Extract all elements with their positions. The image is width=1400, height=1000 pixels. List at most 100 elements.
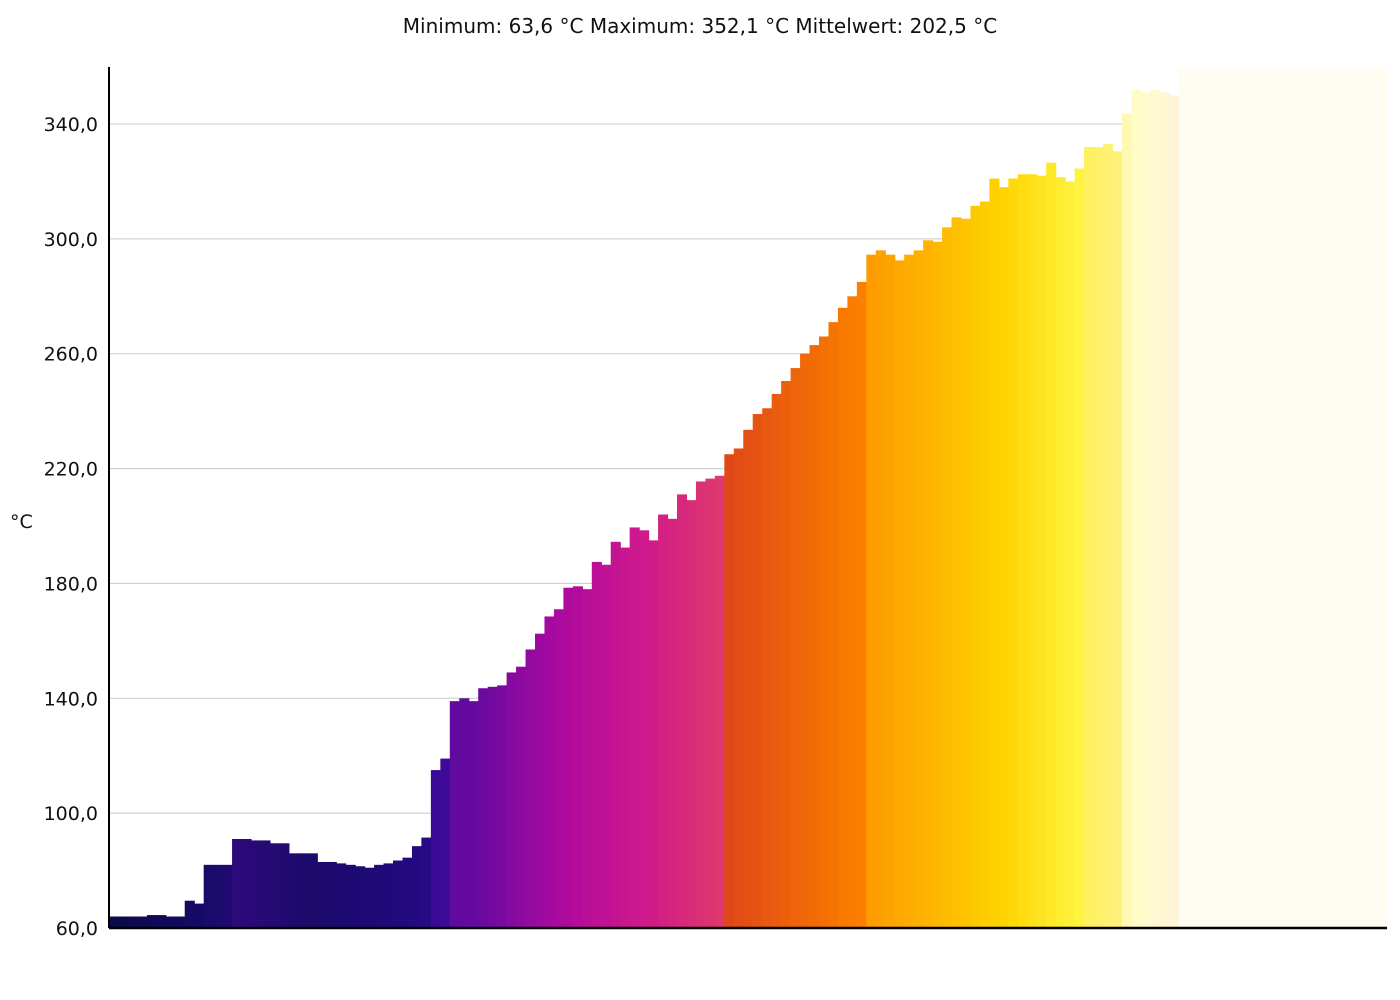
histogram-bar <box>468 701 479 928</box>
histogram-bar <box>847 296 858 928</box>
histogram-bar <box>1311 69 1322 928</box>
max-label: Maximum: <box>589 14 696 38</box>
histogram-bar <box>506 672 517 928</box>
histogram-bar <box>819 336 830 928</box>
histogram-bar <box>241 838 252 928</box>
histogram-bar <box>752 414 763 928</box>
histogram-bar <box>572 586 583 928</box>
histogram-bar <box>762 408 773 928</box>
histogram-bar <box>620 547 631 928</box>
histogram-bar <box>648 540 659 928</box>
histogram-bar <box>440 758 451 928</box>
histogram-bar <box>553 609 564 928</box>
stats-header: Minimum: 63,6 °C Maximum: 352,1 °C Mitte… <box>0 14 1400 38</box>
histogram-bar <box>535 633 546 928</box>
histogram-bar <box>307 853 318 928</box>
histogram-bar <box>156 915 167 928</box>
histogram-bar <box>894 260 905 928</box>
histogram-bar <box>1036 175 1047 928</box>
histogram-bar <box>1197 69 1208 928</box>
y-tick-label: 300,0 <box>44 229 98 251</box>
y-axis-label: °C <box>10 511 33 533</box>
histogram-bar <box>1131 89 1142 929</box>
histogram-bar <box>213 864 224 928</box>
histogram-bar <box>733 448 744 928</box>
histogram-bar <box>923 240 934 929</box>
histogram-bar <box>942 227 953 928</box>
histogram-bar <box>658 514 669 928</box>
histogram-bar <box>449 701 460 928</box>
histogram-bar <box>989 178 1000 928</box>
histogram-bar <box>497 685 508 928</box>
histogram-bar <box>563 587 574 928</box>
max-unit: °C <box>765 14 790 38</box>
histogram-bar <box>184 900 195 928</box>
histogram-bar <box>1112 151 1123 928</box>
histogram-bar <box>478 688 489 928</box>
y-tick-label: 180,0 <box>44 573 98 595</box>
histogram-bar <box>364 867 375 928</box>
histogram-bar <box>411 846 422 928</box>
histogram-bar <box>1377 69 1388 928</box>
histogram-bar <box>582 589 593 928</box>
histogram-bar <box>885 254 896 928</box>
histogram-bar <box>781 380 792 928</box>
histogram-bar <box>951 217 962 928</box>
histogram-bar <box>1084 146 1095 929</box>
histogram-bar <box>1074 168 1085 928</box>
histogram-bar <box>639 530 650 928</box>
histogram-bar <box>421 837 432 928</box>
histogram-bar <box>194 903 205 928</box>
histogram-bar <box>790 368 801 928</box>
histogram-bar <box>1273 69 1284 928</box>
mean-unit: °C <box>973 14 998 38</box>
histogram-bar <box>1358 69 1369 928</box>
histogram-bar <box>251 840 262 928</box>
histogram-bar <box>724 454 735 928</box>
histogram-bar <box>1055 177 1066 928</box>
histogram-bar <box>222 864 233 928</box>
histogram-bar <box>913 250 924 929</box>
histogram-bar <box>1150 89 1161 929</box>
histogram-bar <box>336 863 347 928</box>
histogram-bar <box>1169 95 1180 929</box>
histogram-bar <box>487 686 498 928</box>
histogram-bar <box>677 494 688 928</box>
y-tick-label: 340,0 <box>44 114 98 136</box>
histogram-bar <box>525 649 536 928</box>
histogram-bar <box>118 916 129 928</box>
histogram-bar <box>1330 69 1341 928</box>
histogram-bar <box>1216 69 1227 928</box>
histogram-bar <box>979 201 990 928</box>
histogram-bar <box>430 770 441 928</box>
histogram-bar <box>856 281 867 928</box>
min-unit: °C <box>559 14 584 38</box>
bars <box>109 69 1388 929</box>
y-tick-label: 220,0 <box>44 459 98 481</box>
histogram-bar <box>383 863 394 928</box>
histogram-bar <box>705 478 716 928</box>
histogram-bar <box>1263 69 1274 928</box>
histogram-bar <box>146 915 157 928</box>
histogram-bar <box>743 429 754 928</box>
histogram-bar <box>1226 69 1237 928</box>
histogram-bar <box>837 307 848 928</box>
histogram-bar <box>1292 69 1303 928</box>
histogram-bar <box>1046 162 1057 928</box>
histogram-bar <box>402 857 413 928</box>
y-tick-labels: 60,0 100,0 140,0 180,0 220,0 260,0 300,0 340,0 <box>44 114 98 940</box>
histogram-bar <box>355 866 366 928</box>
histogram-bar <box>1349 69 1360 928</box>
histogram-bar <box>1207 69 1218 928</box>
histogram-bar <box>601 564 612 928</box>
histogram-bar <box>1008 178 1019 928</box>
histogram-bar <box>998 187 1009 929</box>
histogram-bar <box>544 616 555 928</box>
histogram-bar <box>1121 113 1132 928</box>
histogram-bar <box>610 541 621 928</box>
histogram-bar <box>970 205 981 929</box>
histogram-bar <box>326 861 337 928</box>
histogram-bar <box>516 666 527 928</box>
histogram-bar <box>932 241 943 929</box>
